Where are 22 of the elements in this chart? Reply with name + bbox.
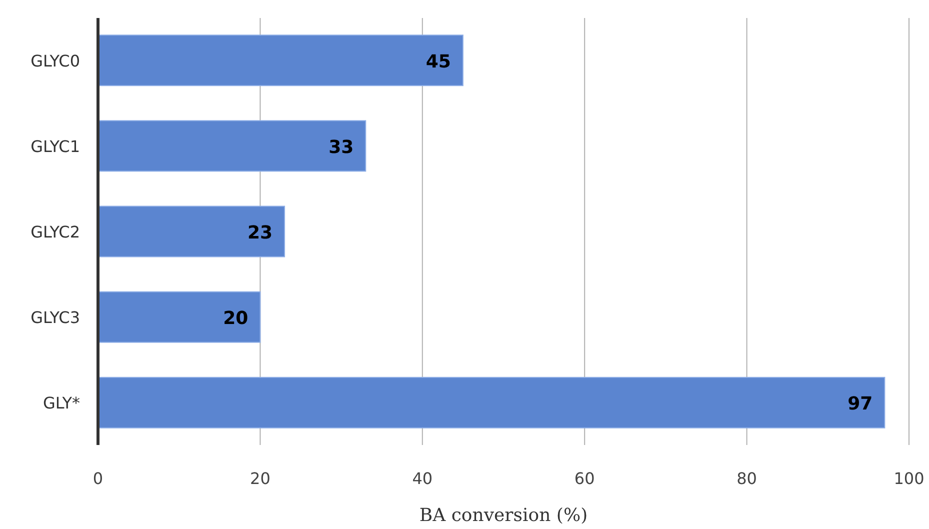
data-label: 45 <box>426 51 451 72</box>
data-label: 20 <box>223 308 248 330</box>
y-tick-label: GLYC1 <box>30 136 80 156</box>
bar <box>98 376 886 428</box>
x-tick-label: 80 <box>736 469 757 488</box>
data-label: 23 <box>247 222 273 244</box>
bar <box>98 34 464 86</box>
x-tick-label: 20 <box>250 469 270 488</box>
y-tick-label: GLYC0 <box>30 51 80 70</box>
bar <box>98 120 366 172</box>
data-label: 97 <box>848 394 873 415</box>
y-tick-label: GLYC2 <box>30 222 80 242</box>
bar <box>98 206 286 258</box>
bar <box>98 291 261 343</box>
data-label: 33 <box>328 136 354 158</box>
x-tick-label: 40 <box>412 469 433 488</box>
x-axis-title: BA conversion (%) <box>419 505 588 526</box>
x-tick-label: 0 <box>92 469 104 488</box>
x-tick-label: 60 <box>574 469 595 488</box>
y-tick-label: GLY* <box>43 394 80 413</box>
y-tick-label: GLYC3 <box>30 308 80 328</box>
x-tick-label: 100 <box>894 469 924 488</box>
